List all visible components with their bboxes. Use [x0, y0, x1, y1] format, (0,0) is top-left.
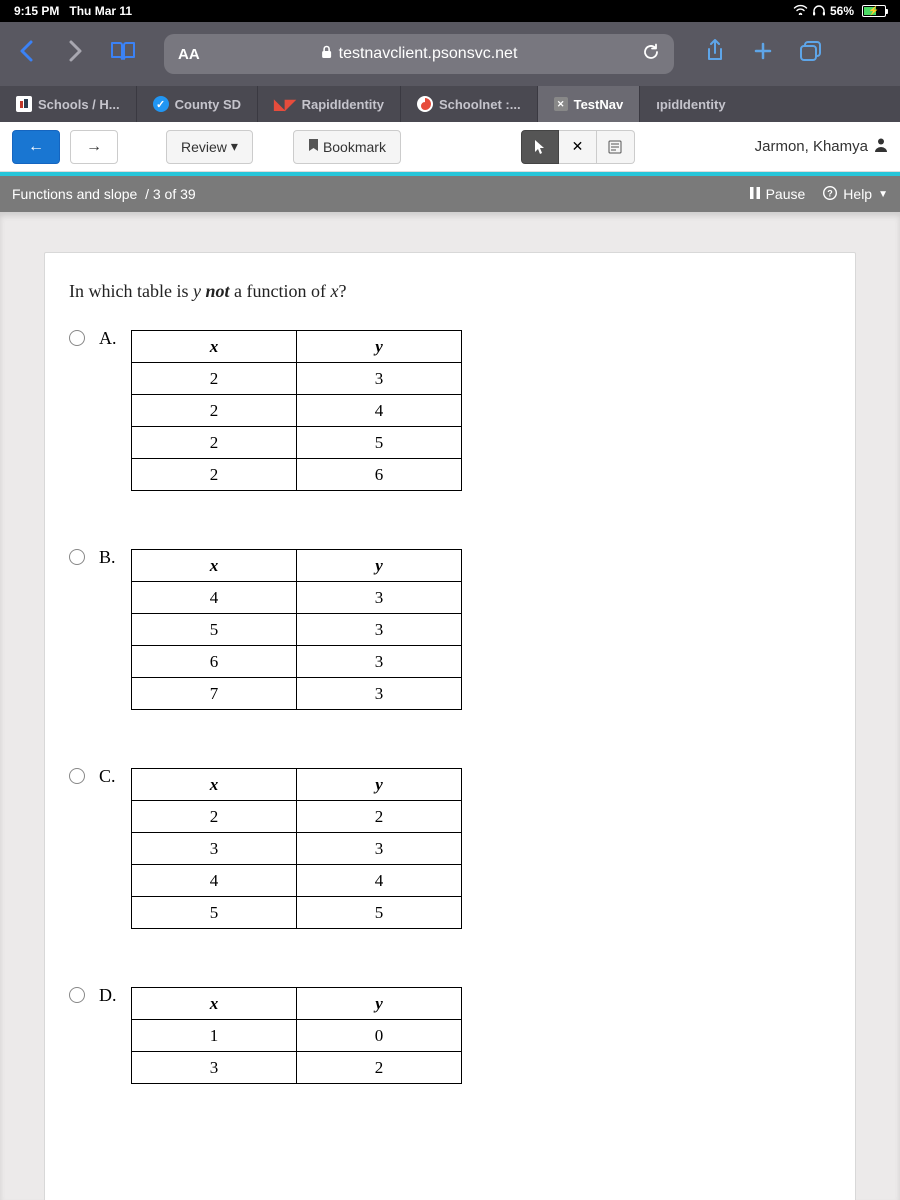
question-text: In which table is y not a function of x? — [69, 281, 831, 302]
fav-item-rapididentity[interactable]: ◣◤ RapidIdentity — [258, 86, 401, 122]
choice-letter: A. — [99, 328, 117, 349]
notepad-tool[interactable] — [597, 130, 635, 164]
tool-selector: ✕ — [521, 130, 635, 164]
share-button[interactable] — [700, 39, 730, 69]
status-time: 9:15 PM — [14, 4, 59, 18]
prev-question-button[interactable]: ← — [12, 130, 60, 164]
site-icon: ◣◤ — [274, 96, 296, 113]
eliminator-tool[interactable]: ✕ — [559, 130, 597, 164]
site-icon — [417, 96, 433, 112]
choice-letter: B. — [99, 547, 117, 568]
data-table: xy1032 — [131, 987, 462, 1084]
site-icon: ✓ — [153, 96, 169, 112]
data-table: xy22334455 — [131, 768, 462, 929]
radio-button[interactable] — [69, 768, 85, 784]
answer-choice[interactable]: D. xy1032 — [69, 985, 831, 1084]
status-date: Thu Mar 11 — [69, 4, 132, 18]
address-bar[interactable]: AA testnavclient.psonsvc.net — [164, 34, 674, 74]
answer-choice[interactable]: B. xy43536373 — [69, 547, 831, 710]
safari-toolbar: AA testnavclient.psonsvc.net — [0, 22, 900, 86]
user-icon — [874, 137, 888, 156]
bookmarks-button[interactable] — [108, 39, 138, 70]
data-table: xy43536373 — [131, 549, 462, 710]
answer-choice[interactable]: A. xy23242526 — [69, 328, 831, 491]
battery-percent: 56% — [830, 4, 854, 18]
svg-text:?: ? — [828, 188, 834, 198]
headphones-icon — [812, 4, 826, 19]
testnav-toolbar: ← → Review ▾ Bookmark ✕ Jarmon, Khamya — [0, 122, 900, 172]
user-info: Jarmon, Khamya — [755, 137, 888, 156]
help-icon: ? — [823, 186, 837, 203]
choice-letter: D. — [99, 985, 117, 1006]
caret-down-icon: ▾ — [231, 138, 238, 155]
pointer-tool[interactable] — [521, 130, 559, 164]
reload-button[interactable] — [642, 43, 660, 66]
question-paper: In which table is y not a function of x?… — [44, 252, 856, 1200]
radio-button[interactable] — [69, 987, 85, 1003]
content-area: In which table is y not a function of x?… — [0, 212, 900, 1200]
close-icon[interactable]: ✕ — [554, 97, 568, 111]
pause-icon — [750, 186, 760, 202]
site-icon — [16, 96, 32, 112]
new-tab-button[interactable] — [748, 40, 778, 68]
tabs-button[interactable] — [796, 40, 826, 68]
wifi-icon — [793, 4, 808, 18]
back-button[interactable] — [12, 39, 42, 70]
forward-button — [60, 39, 90, 70]
fav-item-schools[interactable]: Schools / H... — [0, 86, 137, 122]
fav-item-county[interactable]: ✓ County SD — [137, 86, 258, 122]
ios-status-bar: 9:15 PM Thu Mar 11 56% ⚡ — [0, 0, 900, 22]
choice-letter: C. — [99, 766, 117, 787]
bookmark-icon — [308, 138, 319, 155]
favorites-bar: Schools / H... ✓ County SD ◣◤ RapidIdent… — [0, 86, 900, 122]
fav-item-testnav[interactable]: ✕ TestNav — [538, 86, 641, 122]
radio-button[interactable] — [69, 549, 85, 565]
question-subheader: Functions and slope / 3 of 39 Pause ? He… — [0, 176, 900, 212]
radio-button[interactable] — [69, 330, 85, 346]
help-button[interactable]: ? Help ▼ — [823, 186, 888, 203]
next-question-button[interactable]: → — [70, 130, 118, 164]
battery-icon: ⚡ — [862, 5, 886, 17]
bookmark-button[interactable]: Bookmark — [293, 130, 401, 164]
url-text: testnavclient.psonsvc.net — [339, 45, 518, 63]
answer-choice[interactable]: C. xy22334455 — [69, 766, 831, 929]
fav-item-ipididentity[interactable]: ıpidIdentity — [640, 86, 741, 122]
review-button[interactable]: Review ▾ — [166, 130, 253, 164]
pause-button[interactable]: Pause — [750, 186, 806, 202]
caret-down-icon: ▼ — [878, 189, 888, 200]
lock-icon — [321, 45, 333, 64]
text-size-button[interactable]: AA — [178, 46, 200, 63]
fav-item-schoolnet[interactable]: Schoolnet :... — [401, 86, 538, 122]
data-table: xy23242526 — [131, 330, 462, 491]
